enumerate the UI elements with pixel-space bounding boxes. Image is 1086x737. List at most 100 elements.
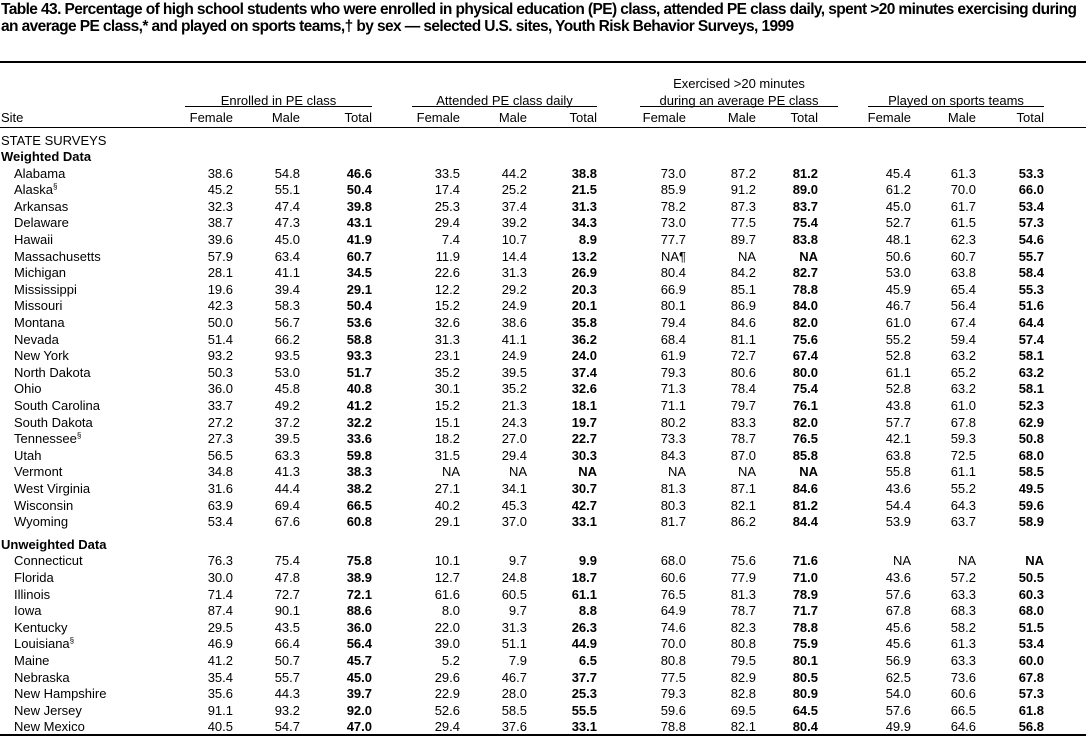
cell: 35.2 [434,364,460,380]
cell: 50.8 [1018,431,1044,447]
cell: 75.4 [792,215,818,231]
cell: 60.6 [950,686,976,702]
rule [640,106,838,107]
cell: 68.0 [1018,447,1044,463]
cell: 51.6 [1018,298,1044,314]
cell: 63.9 [207,497,233,513]
cell: 71.3 [660,381,686,397]
cell: 61.0 [885,315,911,330]
cell: 63.7 [950,514,976,530]
cell: 67.8 [1018,669,1044,685]
cell: 61.0 [950,398,976,413]
cell: 55.3 [1018,281,1044,297]
site: Louisiana§ [14,636,75,652]
cell: 30.3 [571,447,597,463]
cell: 57.3 [1018,686,1044,702]
cell: NA [578,464,597,480]
cell: 35.2 [501,381,527,397]
cell: 80.5 [792,669,818,685]
cell: 67.4 [792,348,818,364]
cell: 41.3 [274,464,300,480]
site: Utah [14,447,42,463]
cell: NA [799,464,818,480]
cell: 20.1 [571,298,597,314]
cell: 72.7 [730,348,756,364]
cell: 68.4 [660,331,686,347]
cell: 61.5 [950,215,976,231]
cell: 64.4 [1018,315,1044,330]
site: Florida [14,570,54,585]
site-header: Site [1,110,24,125]
cell: 58.2 [950,619,976,635]
cell: 51.4 [207,331,233,347]
cell: 39.2 [501,215,527,231]
cell: 61.3 [950,636,976,652]
site: Montana [14,315,65,330]
cell: 73.6 [950,669,976,685]
cell: 41.1 [274,265,300,281]
cell: 55.1 [274,182,300,198]
cell: 64.5 [792,702,818,718]
cell: 78.2 [660,198,686,214]
cell: 70.0 [950,182,976,198]
cell: 79.4 [660,315,686,330]
cell: 62.5 [885,669,911,685]
cell: 76.1 [792,398,818,413]
cell: 59.3 [950,431,976,447]
cell: 57.6 [885,702,911,718]
cell: 87.3 [730,198,756,214]
cell: 7.4 [441,232,460,247]
cell: 32.3 [207,198,233,214]
cell: 66.4 [274,636,300,652]
cell: 32.6 [571,381,597,397]
cell: 70.0 [660,636,686,652]
cell: 45.6 [885,636,911,652]
cell: 54.4 [885,497,911,513]
cell: 74.6 [660,619,686,635]
cell: 48.1 [885,232,911,247]
cell: 54.8 [274,165,300,181]
cell: 10.1 [434,553,460,569]
column-header: Female [189,110,233,125]
cell: 72.5 [950,447,976,463]
column-header: Female [416,110,460,125]
cell: 66.2 [274,331,300,347]
cell: 33.7 [207,398,233,413]
site: Tennessee§ [14,431,82,447]
cell: 45.9 [885,281,911,297]
cell: 93.2 [274,702,300,718]
cell: 5.2 [441,653,460,668]
cell: 41.1 [501,331,527,347]
cell: 39.4 [274,281,300,297]
cell: 38.9 [346,570,372,585]
cell: 52.3 [1018,398,1044,413]
group-header: Played on sports teams [888,93,1024,108]
rule [185,106,372,107]
cell: 44.3 [274,686,300,702]
cell: 28.1 [207,265,233,281]
cell: 84.2 [730,265,756,281]
cell: 54.7 [274,719,300,735]
section-label: Weighted Data [1,149,92,164]
cell: 9.7 [508,553,527,569]
cell: 53.3 [1018,165,1044,181]
cell: 24.0 [571,348,597,364]
cell: 41.2 [207,653,233,668]
cell: 82.0 [792,315,818,330]
cell: 57.3 [1018,215,1044,231]
cell: 11.9 [435,248,460,264]
column-header: Total [344,110,372,125]
cell: 83.7 [792,198,818,214]
column-header: Male [947,110,976,125]
cell: 31.3 [571,198,597,214]
cell: 37.6 [501,719,527,735]
cell: 36.0 [207,381,233,397]
cell: 46.6 [346,165,372,181]
table-title: Table 43. Percentage of high school stud… [1,1,1077,35]
site: Mississippi [14,281,77,297]
cell: 66.5 [346,497,372,513]
cell: 18.2 [434,431,460,447]
cell: 84.4 [792,514,818,530]
cell: 58.5 [501,702,527,718]
site: Alaska§ [14,182,58,198]
